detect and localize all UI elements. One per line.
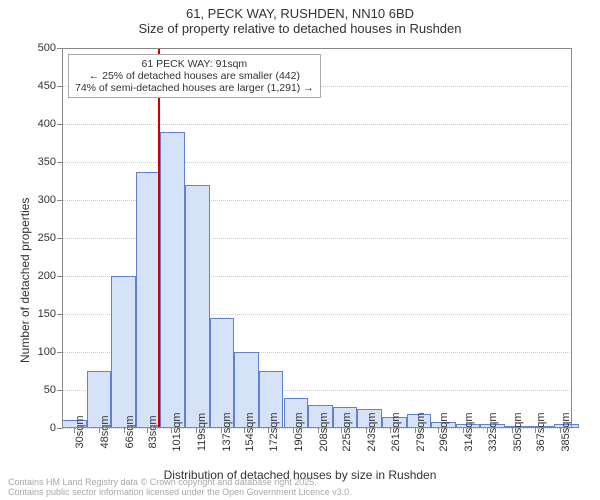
attribution-text: Contains HM Land Registry data © Crown c… — [8, 478, 352, 498]
y-tick-label: 500 — [38, 42, 56, 54]
y-tick-label: 400 — [38, 118, 56, 130]
y-tick-label: 450 — [38, 80, 56, 92]
y-tick-label: 50 — [44, 384, 56, 396]
annotation-line2: ← 25% of detached houses are smaller (44… — [75, 70, 314, 82]
y-tick-label: 350 — [38, 156, 56, 168]
plot-border — [62, 48, 572, 428]
y-tick-label: 300 — [38, 194, 56, 206]
plot-area: 05010015020025030035040045050030sqm48sqm… — [62, 48, 572, 428]
y-tick-mark — [57, 428, 62, 429]
y-tick-label: 150 — [38, 308, 56, 320]
y-tick-label: 0 — [50, 422, 56, 434]
y-tick-label: 200 — [38, 270, 56, 282]
y-tick-label: 250 — [38, 232, 56, 244]
y-tick-label: 100 — [38, 346, 56, 358]
y-axis-title: Number of detached properties — [18, 198, 32, 363]
chart-title-line2: Size of property relative to detached ho… — [0, 21, 600, 36]
annotation-line3: 74% of semi-detached houses are larger (… — [75, 82, 314, 94]
attribution-line2: Contains public sector information licen… — [8, 488, 352, 498]
marker-annotation: 61 PECK WAY: 91sqm ← 25% of detached hou… — [68, 54, 321, 98]
annotation-line1: 61 PECK WAY: 91sqm — [75, 58, 314, 70]
chart-title-line1: 61, PECK WAY, RUSHDEN, NN10 6BD — [0, 0, 600, 21]
chart-container: 61, PECK WAY, RUSHDEN, NN10 6BD Size of … — [0, 0, 600, 500]
